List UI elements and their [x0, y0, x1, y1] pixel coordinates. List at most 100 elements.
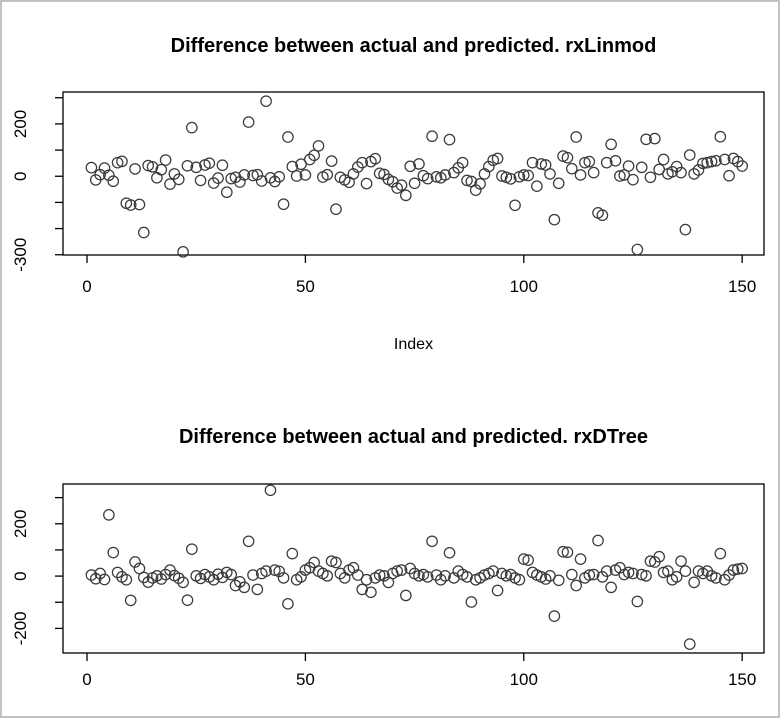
- data-point: [177, 576, 189, 589]
- data-point: [277, 572, 290, 584]
- data-point: [295, 158, 307, 171]
- plot-box: [62, 483, 765, 654]
- x-tick-label: 100: [510, 277, 538, 296]
- data-point: [548, 610, 561, 622]
- data-point: [587, 568, 600, 581]
- data-point: [356, 156, 369, 169]
- data-point: [103, 509, 115, 521]
- data-point: [282, 131, 294, 143]
- data-point: [137, 226, 150, 239]
- data-point: [133, 198, 146, 211]
- data-point: [705, 155, 718, 168]
- data-point: [456, 156, 469, 169]
- data-point: [103, 169, 115, 182]
- data-point: [605, 581, 617, 594]
- data-point: [710, 572, 722, 584]
- data-point: [544, 168, 556, 180]
- data-point: [566, 162, 578, 175]
- data-point: [557, 545, 569, 558]
- data-point: [413, 158, 425, 170]
- data-point: [487, 565, 500, 577]
- data-point: [94, 567, 106, 580]
- data-point: [552, 177, 565, 190]
- y-tick-label: 0: [11, 172, 30, 181]
- data-point: [461, 571, 473, 583]
- data-point: [225, 568, 237, 581]
- data-point: [203, 157, 216, 169]
- data-point: [159, 154, 172, 166]
- data-point: [151, 171, 163, 184]
- data-point: [308, 149, 320, 162]
- data-point: [736, 562, 748, 575]
- data-point: [155, 573, 168, 585]
- data-point: [718, 153, 731, 166]
- data-point: [186, 121, 198, 134]
- data-point: [701, 156, 714, 169]
- data-point: [277, 198, 290, 211]
- data-point: [579, 156, 591, 169]
- data-point: [116, 155, 128, 168]
- data-point: [657, 566, 670, 579]
- data-point: [238, 581, 251, 594]
- data-point: [469, 184, 482, 196]
- data-point: [107, 175, 120, 188]
- data-point: [373, 167, 386, 180]
- data-point: [635, 568, 648, 581]
- x-tick-label: 100: [510, 670, 538, 689]
- data-point: [609, 154, 622, 167]
- data-point: [483, 160, 495, 173]
- data-point: [325, 155, 338, 167]
- data-point: [727, 564, 740, 576]
- data-point: [146, 161, 159, 173]
- data-point: [216, 159, 229, 172]
- data-point: [635, 161, 648, 174]
- data-point: [566, 568, 578, 581]
- data-point: [670, 160, 683, 173]
- data-point: [408, 177, 421, 190]
- data-point: [94, 168, 106, 181]
- data-point: [325, 555, 338, 567]
- data-point: [570, 579, 583, 592]
- data-point: [430, 170, 443, 183]
- data-point: [413, 570, 425, 582]
- data-point: [570, 131, 583, 143]
- data-point: [683, 149, 696, 161]
- data-point: [129, 556, 141, 568]
- data-point: [395, 179, 408, 191]
- data-point: [443, 546, 456, 559]
- data-point: [212, 172, 224, 184]
- data-point: [369, 152, 382, 165]
- y-tick-label: -300: [11, 238, 30, 272]
- data-point: [111, 566, 124, 579]
- data-point: [714, 547, 727, 560]
- data-point: [356, 583, 369, 596]
- data-point: [644, 171, 657, 184]
- data-point: [321, 168, 334, 181]
- data-point: [605, 138, 617, 151]
- data-point: [513, 573, 526, 586]
- data-point: [592, 534, 604, 547]
- data-point: [692, 164, 705, 176]
- y-tick-label: -200: [11, 611, 30, 645]
- data-point: [238, 169, 251, 181]
- data-point: [474, 178, 486, 190]
- data-point: [548, 213, 561, 226]
- data-point: [120, 573, 133, 586]
- data-point: [627, 173, 639, 186]
- data-point: [391, 565, 403, 577]
- data-point: [574, 169, 587, 181]
- data-point: [286, 160, 299, 173]
- data-point: [164, 178, 176, 190]
- data-point: [299, 169, 312, 181]
- data-point: [330, 203, 342, 216]
- data-point: [500, 570, 513, 582]
- data-point: [679, 565, 692, 577]
- data-point: [159, 568, 172, 581]
- data-point: [190, 161, 203, 174]
- data-point: [434, 573, 447, 586]
- data-point: [439, 169, 451, 181]
- data-point: [181, 594, 194, 606]
- data-point: [260, 565, 272, 577]
- data-point: [426, 130, 438, 143]
